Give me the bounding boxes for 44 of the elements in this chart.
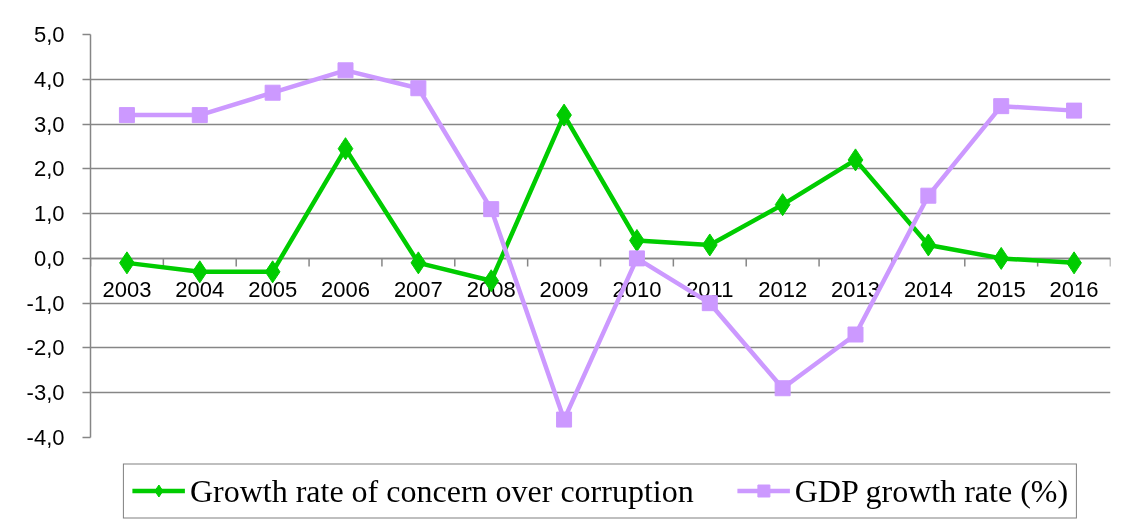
x-tick-label: 2007 (393, 277, 443, 303)
point (410, 80, 427, 97)
x-tick-label: 2006 (321, 277, 370, 303)
point (774, 193, 791, 217)
y-tick-label: 3,0 (33, 111, 65, 137)
point (264, 84, 281, 101)
point (337, 137, 354, 161)
point (701, 233, 718, 257)
point (993, 98, 1010, 115)
point (264, 260, 281, 284)
point (337, 62, 354, 79)
point (556, 411, 573, 428)
x-tick-label: 2012 (758, 277, 808, 303)
point (774, 380, 791, 397)
point (628, 250, 645, 267)
y-tick-label: 1,0 (33, 201, 65, 227)
point (191, 260, 208, 284)
y-tick-label: 4,0 (33, 66, 65, 92)
point (118, 107, 135, 124)
y-tick-label: 2,0 (33, 156, 65, 182)
point (920, 187, 937, 204)
y-tick-label: -1,0 (26, 290, 65, 316)
point (920, 233, 937, 257)
point (410, 251, 427, 275)
x-tick-label: 2005 (248, 277, 298, 303)
x-tick-label: 2003 (102, 277, 152, 303)
y-tick-label: -3,0 (26, 380, 65, 406)
x-tick-label: 2014 (903, 277, 953, 303)
x-tick-label: 2009 (539, 277, 589, 303)
x-tick-label: 2016 (1049, 277, 1099, 303)
y-tick-label: -4,0 (26, 425, 65, 450)
legend-label: GDP growth rate (%) (794, 472, 1069, 509)
y-tick-label: -2,0 (26, 335, 65, 361)
point (847, 326, 864, 343)
x-tick-label: 2015 (976, 277, 1026, 303)
y-tick-label: 0,0 (33, 245, 65, 271)
point (191, 107, 208, 124)
legend-label: Growth rate of concern over corruption (189, 472, 694, 509)
point (1066, 102, 1083, 119)
point (483, 201, 500, 218)
y-tick-label: 5,0 (33, 22, 65, 47)
point (847, 148, 864, 172)
x-tick-label: 2004 (175, 277, 225, 303)
point (993, 246, 1010, 270)
